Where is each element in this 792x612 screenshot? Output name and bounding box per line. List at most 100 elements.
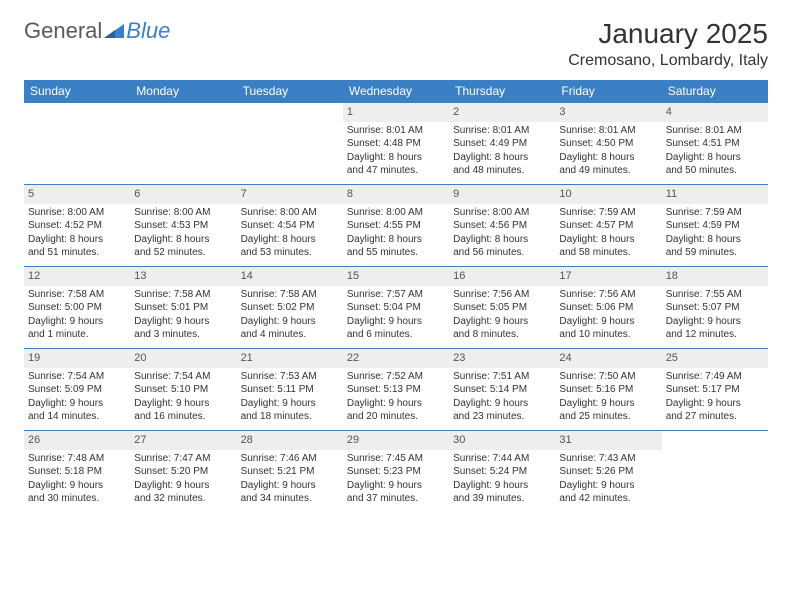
- day-number: 19: [24, 349, 130, 368]
- sunset-text: Sunset: 4:54 PM: [241, 219, 339, 233]
- sunrise-text: Sunrise: 7:59 AM: [666, 206, 764, 220]
- calendar-cell: 17Sunrise: 7:56 AMSunset: 5:06 PMDayligh…: [555, 267, 661, 349]
- calendar-cell: 20Sunrise: 7:54 AMSunset: 5:10 PMDayligh…: [130, 349, 236, 431]
- daylight-text: and 48 minutes.: [453, 164, 551, 178]
- weekday-sunday: Sunday: [24, 80, 130, 103]
- calendar-cell: 13Sunrise: 7:58 AMSunset: 5:01 PMDayligh…: [130, 267, 236, 349]
- sunset-text: Sunset: 4:57 PM: [559, 219, 657, 233]
- calendar-cell: 14Sunrise: 7:58 AMSunset: 5:02 PMDayligh…: [237, 267, 343, 349]
- sunset-text: Sunset: 4:56 PM: [453, 219, 551, 233]
- calendar-cell: 18Sunrise: 7:55 AMSunset: 5:07 PMDayligh…: [662, 267, 768, 349]
- calendar-cell: 27Sunrise: 7:47 AMSunset: 5:20 PMDayligh…: [130, 431, 236, 513]
- daylight-text: Daylight: 9 hours: [134, 397, 232, 411]
- daylight-text: and 14 minutes.: [28, 410, 126, 424]
- sunrise-text: Sunrise: 7:58 AM: [134, 288, 232, 302]
- day-number: 28: [237, 431, 343, 450]
- sunset-text: Sunset: 5:10 PM: [134, 383, 232, 397]
- sunset-text: Sunset: 5:06 PM: [559, 301, 657, 315]
- day-number: 23: [449, 349, 555, 368]
- day-number: 6: [130, 185, 236, 204]
- day-number: 7: [237, 185, 343, 204]
- weekday-thursday: Thursday: [449, 80, 555, 103]
- day-number: 3: [555, 103, 661, 122]
- daylight-text: and 53 minutes.: [241, 246, 339, 260]
- calendar-cell: 19Sunrise: 7:54 AMSunset: 5:09 PMDayligh…: [24, 349, 130, 431]
- daylight-text: Daylight: 9 hours: [241, 315, 339, 329]
- calendar-cell: 31Sunrise: 7:43 AMSunset: 5:26 PMDayligh…: [555, 431, 661, 513]
- sunrise-text: Sunrise: 8:00 AM: [347, 206, 445, 220]
- day-number: 21: [237, 349, 343, 368]
- daylight-text: and 47 minutes.: [347, 164, 445, 178]
- daylight-text: and 8 minutes.: [453, 328, 551, 342]
- daylight-text: and 58 minutes.: [559, 246, 657, 260]
- brand-text-2: Blue: [126, 18, 170, 44]
- day-number: 5: [24, 185, 130, 204]
- sunset-text: Sunset: 5:05 PM: [453, 301, 551, 315]
- day-number: 31: [555, 431, 661, 450]
- sunrise-text: Sunrise: 7:44 AM: [453, 452, 551, 466]
- day-number: 27: [130, 431, 236, 450]
- sunset-text: Sunset: 5:07 PM: [666, 301, 764, 315]
- calendar-cell: [24, 103, 130, 185]
- calendar-cell: 15Sunrise: 7:57 AMSunset: 5:04 PMDayligh…: [343, 267, 449, 349]
- day-number: 2: [449, 103, 555, 122]
- day-number: 26: [24, 431, 130, 450]
- daylight-text: Daylight: 9 hours: [241, 397, 339, 411]
- calendar-cell: 21Sunrise: 7:53 AMSunset: 5:11 PMDayligh…: [237, 349, 343, 431]
- calendar-row: 26 Sunrise: 7:48 AMSunset: 5:18 PMDayligh…: [24, 431, 768, 513]
- calendar-cell: 5Sunrise: 8:00 AMSunset: 4:52 PMDaylight…: [24, 185, 130, 267]
- calendar-cell: [237, 103, 343, 185]
- sunrise-text: Sunrise: 7:51 AM: [453, 370, 551, 384]
- day-number: 13: [130, 267, 236, 286]
- day-number: 9: [449, 185, 555, 204]
- sunrise-text: Sunrise: 7:55 AM: [666, 288, 764, 302]
- calendar-cell: 29Sunrise: 7:45 AMSunset: 5:23 PMDayligh…: [343, 431, 449, 513]
- daylight-text: and 50 minutes.: [666, 164, 764, 178]
- sunset-text: Sunset: 4:50 PM: [559, 137, 657, 151]
- sunset-text: Sunset: 5:18 PM: [28, 465, 126, 479]
- calendar-cell: 11Sunrise: 7:59 AMSunset: 4:59 PMDayligh…: [662, 185, 768, 267]
- sunset-text: Sunset: 4:51 PM: [666, 137, 764, 151]
- day-number: 14: [237, 267, 343, 286]
- daylight-text: Daylight: 9 hours: [666, 397, 764, 411]
- sunset-text: Sunset: 4:55 PM: [347, 219, 445, 233]
- sunset-text: Sunset: 4:53 PM: [134, 219, 232, 233]
- sunset-text: Sunset: 4:59 PM: [666, 219, 764, 233]
- title-block: January 2025 Cremosano, Lombardy, Italy: [568, 18, 768, 70]
- sunrise-text: Sunrise: 7:59 AM: [559, 206, 657, 220]
- day-number: 1: [343, 103, 449, 122]
- calendar-cell: 16Sunrise: 7:56 AMSunset: 5:05 PMDayligh…: [449, 267, 555, 349]
- sunset-text: Sunset: 4:49 PM: [453, 137, 551, 151]
- calendar-row: 5Sunrise: 8:00 AMSunset: 4:52 PMDaylight…: [24, 185, 768, 267]
- daylight-text: and 6 minutes.: [347, 328, 445, 342]
- sunrise-text: Sunrise: 7:48 AM: [28, 452, 126, 466]
- daylight-text: and 20 minutes.: [347, 410, 445, 424]
- daylight-text: and 51 minutes.: [28, 246, 126, 260]
- daylight-text: and 1 minute.: [28, 328, 126, 342]
- sunset-text: Sunset: 5:02 PM: [241, 301, 339, 315]
- daylight-text: Daylight: 9 hours: [28, 479, 126, 493]
- sunset-text: Sunset: 5:23 PM: [347, 465, 445, 479]
- month-title: January 2025: [568, 18, 768, 50]
- calendar-row: 12Sunrise: 7:58 AMSunset: 5:00 PMDayligh…: [24, 267, 768, 349]
- weekday-monday: Monday: [130, 80, 236, 103]
- day-number: 11: [662, 185, 768, 204]
- location-subtitle: Cremosano, Lombardy, Italy: [568, 52, 768, 70]
- daylight-text: Daylight: 8 hours: [347, 233, 445, 247]
- calendar-cell: 24Sunrise: 7:50 AMSunset: 5:16 PMDayligh…: [555, 349, 661, 431]
- brand-logo: General Blue: [24, 18, 170, 44]
- daylight-text: Daylight: 8 hours: [559, 151, 657, 165]
- weekday-friday: Friday: [555, 80, 661, 103]
- daylight-text: and 16 minutes.: [134, 410, 232, 424]
- sunrise-text: Sunrise: 8:00 AM: [241, 206, 339, 220]
- day-number: 8: [343, 185, 449, 204]
- calendar-cell: 4Sunrise: 8:01 AMSunset: 4:51 PMDaylight…: [662, 103, 768, 185]
- daylight-text: and 56 minutes.: [453, 246, 551, 260]
- daylight-text: and 52 minutes.: [134, 246, 232, 260]
- daylight-text: Daylight: 8 hours: [666, 151, 764, 165]
- sunrise-text: Sunrise: 7:47 AM: [134, 452, 232, 466]
- daylight-text: and 12 minutes.: [666, 328, 764, 342]
- calendar-cell: [130, 103, 236, 185]
- day-number: 10: [555, 185, 661, 204]
- sunset-text: Sunset: 5:17 PM: [666, 383, 764, 397]
